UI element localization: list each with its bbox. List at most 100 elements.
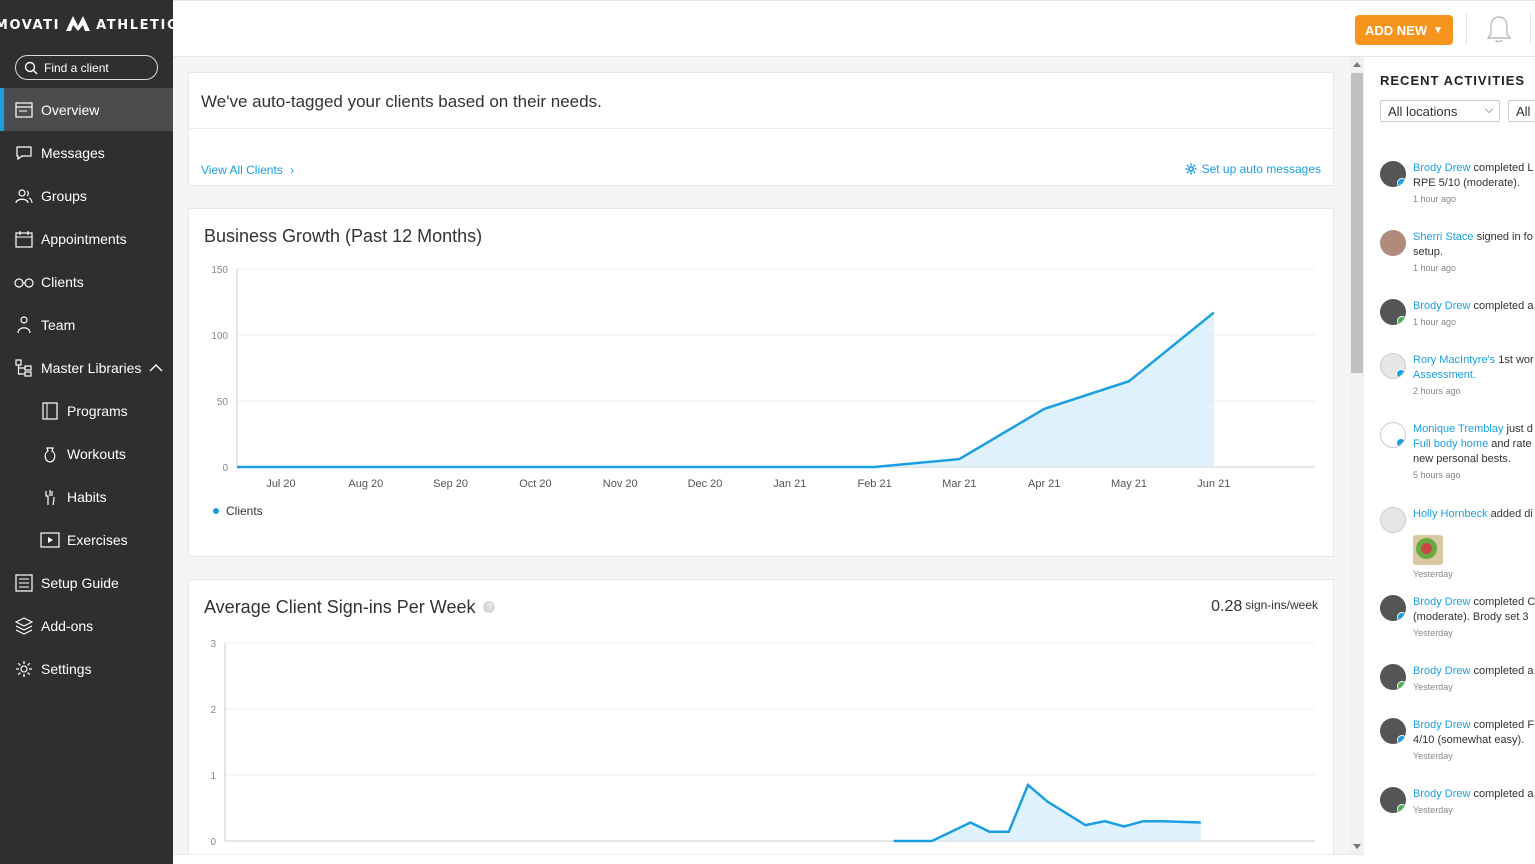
sidebar-item-appointments[interactable]: Appointments <box>0 217 173 260</box>
brand-logo[interactable]: MOVATI ATHLETIC <box>0 0 177 50</box>
meal-photo-thumbnail[interactable] <box>1413 535 1443 565</box>
setup-auto-messages-link[interactable]: Set up auto messages <box>1185 162 1321 176</box>
workouts-icon <box>40 444 60 464</box>
scroll-up-arrow-icon[interactable] <box>1353 62 1361 67</box>
y-tick-label: 150 <box>211 265 228 276</box>
settings-icon <box>14 659 34 679</box>
business-growth-card: Business Growth (Past 12 Months) 0 50 100 1… <box>188 208 1334 557</box>
activity-text: Brody Drew completed a <box>1413 664 1535 679</box>
avatar[interactable] <box>1380 161 1406 187</box>
setup-guide-icon <box>14 573 34 593</box>
add-new-button[interactable]: ADD NEW ▼ <box>1355 15 1453 45</box>
activity-action: added di <box>1487 508 1533 520</box>
help-icon[interactable]: ? <box>483 601 496 613</box>
activity-timestamp: Yesterday <box>1413 751 1453 761</box>
recent-activities-title: RECENT ACTIVITIES <box>1380 73 1526 88</box>
sidebar-item-overview[interactable]: Overview <box>0 88 173 131</box>
sidebar-item-label: Overview <box>41 101 100 118</box>
sign-ins-title-text: Average Client Sign-ins Per Week <box>204 597 476 617</box>
chart-legend[interactable]: Clients <box>213 504 263 518</box>
auto-tag-card: We've auto-tagged your clients based on … <box>188 72 1334 186</box>
activity-timestamp: Yesterday <box>1413 569 1453 579</box>
sidebar-item-team[interactable]: Team <box>0 303 173 346</box>
sidebar-item-settings[interactable]: Settings <box>0 647 173 690</box>
activity-text: Brody Drew completed a <box>1413 787 1535 802</box>
activity-detail: RPE 5/10 (moderate). <box>1413 177 1520 189</box>
location-filter-select[interactable]: All locations <box>1380 100 1500 122</box>
y-tick-label: 0 <box>222 463 228 474</box>
sidebar-item-setup-guide[interactable]: Setup Guide <box>0 561 173 604</box>
activity-detail: new personal bests. <box>1413 453 1511 465</box>
activity-user-link[interactable]: Brody Drew <box>1413 596 1471 608</box>
x-tick-label: Jul 20 <box>266 478 295 490</box>
avatar[interactable] <box>1380 664 1406 690</box>
legend-label: Clients <box>226 504 263 518</box>
activity-timestamp: 5 hours ago <box>1413 470 1461 480</box>
activity-action: signed in fo <box>1473 231 1533 243</box>
x-tick-label: Aug 20 <box>348 478 383 490</box>
activity-user-link[interactable]: Brody Drew <box>1413 300 1471 312</box>
activity-detail: setup. <box>1413 246 1443 258</box>
caret-down-icon: ▼ <box>1433 24 1443 36</box>
x-tick-label: Sep 20 <box>433 478 468 490</box>
sidebar-item-label: Exercises <box>67 531 128 548</box>
main-content: We've auto-tagged your clients based on … <box>173 57 1350 864</box>
chevron-down-icon <box>1484 104 1494 114</box>
avatar[interactable] <box>1380 299 1406 325</box>
activity-user-link[interactable]: Brody Drew <box>1413 788 1471 800</box>
avatar[interactable] <box>1380 507 1406 533</box>
activity-item-link[interactable]: Full body home <box>1413 438 1489 450</box>
avatar[interactable] <box>1380 230 1406 256</box>
activity-user-link[interactable]: Sherri Stace <box>1413 231 1474 243</box>
search-icon <box>24 61 38 74</box>
avatar[interactable] <box>1380 787 1406 813</box>
sidebar-item-add-ons[interactable]: Add-ons <box>0 604 173 647</box>
activity-user-link[interactable]: Holly Hornbeck <box>1413 508 1488 520</box>
activity-text: Holly Hornbeck added di <box>1413 507 1535 522</box>
overview-icon <box>14 100 34 120</box>
find-client-search[interactable]: Find a client <box>15 55 158 80</box>
avatar[interactable] <box>1380 595 1406 621</box>
notifications-bell-icon[interactable] <box>1486 15 1512 48</box>
activity-user-link[interactable]: Brody Drew <box>1413 665 1471 677</box>
divider <box>1466 13 1467 45</box>
x-tick-label: Nov 20 <box>603 478 638 490</box>
sidebar-item-master-libraries[interactable]: Master Libraries <box>0 346 173 389</box>
sidebar-item-groups[interactable]: Groups <box>0 174 173 217</box>
location-filter-value: All locations <box>1388 103 1458 119</box>
activity-user-link[interactable]: Brody Drew <box>1413 719 1471 731</box>
activity-detail: (moderate). Brody set 3 <box>1413 611 1529 623</box>
activity-timestamp: 2 hours ago <box>1413 386 1461 396</box>
sidebar-item-label: Programs <box>67 402 128 419</box>
main-scrollbar[interactable] <box>1350 57 1364 854</box>
sidebar-item-workouts[interactable]: Workouts <box>0 432 173 475</box>
avatar[interactable] <box>1380 718 1406 744</box>
messages-icon <box>14 143 34 163</box>
chevron-up-icon[interactable] <box>149 359 163 375</box>
x-tick-label: Oct 20 <box>519 478 551 490</box>
activity-action: completed a <box>1470 665 1534 677</box>
activity-user-link[interactable]: Monique Tremblay <box>1413 423 1504 435</box>
avatar[interactable] <box>1380 422 1406 448</box>
activity-text: Sherri Stace signed in fo setup. <box>1413 230 1535 260</box>
scroll-down-arrow-icon[interactable] <box>1353 844 1361 849</box>
sign-ins-card: Average Client Sign-ins Per Week? 0.28 si… <box>188 579 1334 864</box>
sidebar-item-habits[interactable]: Habits <box>0 475 173 518</box>
exercises-icon <box>40 530 60 550</box>
activity-detail: and rate <box>1488 438 1532 450</box>
activity-user-link[interactable]: Rory MacIntyre's <box>1413 354 1496 366</box>
activity-text: Brody Drew completed C (moderate). Brody … <box>1413 595 1535 625</box>
sidebar-item-programs[interactable]: Programs <box>0 389 173 432</box>
type-filter-select[interactable]: All <box>1508 100 1535 122</box>
sidebar-item-clients[interactable]: Clients <box>0 260 173 303</box>
avatar[interactable] <box>1380 353 1406 379</box>
sign-ins-metric: 0.28 sign-ins/week <box>1211 598 1318 616</box>
activity-item-link[interactable]: Assessment. <box>1413 369 1476 381</box>
sidebar-item-messages[interactable]: Messages <box>0 131 173 174</box>
view-all-clients-link[interactable]: View All Clients › <box>201 163 294 177</box>
activity-user-link[interactable]: Brody Drew <box>1413 162 1471 174</box>
sidebar-item-exercises[interactable]: Exercises <box>0 518 173 561</box>
activity-text: Brody Drew completed a <box>1413 299 1535 314</box>
scrollbar-thumb[interactable] <box>1351 73 1363 373</box>
logo-mark-icon <box>64 14 92 37</box>
